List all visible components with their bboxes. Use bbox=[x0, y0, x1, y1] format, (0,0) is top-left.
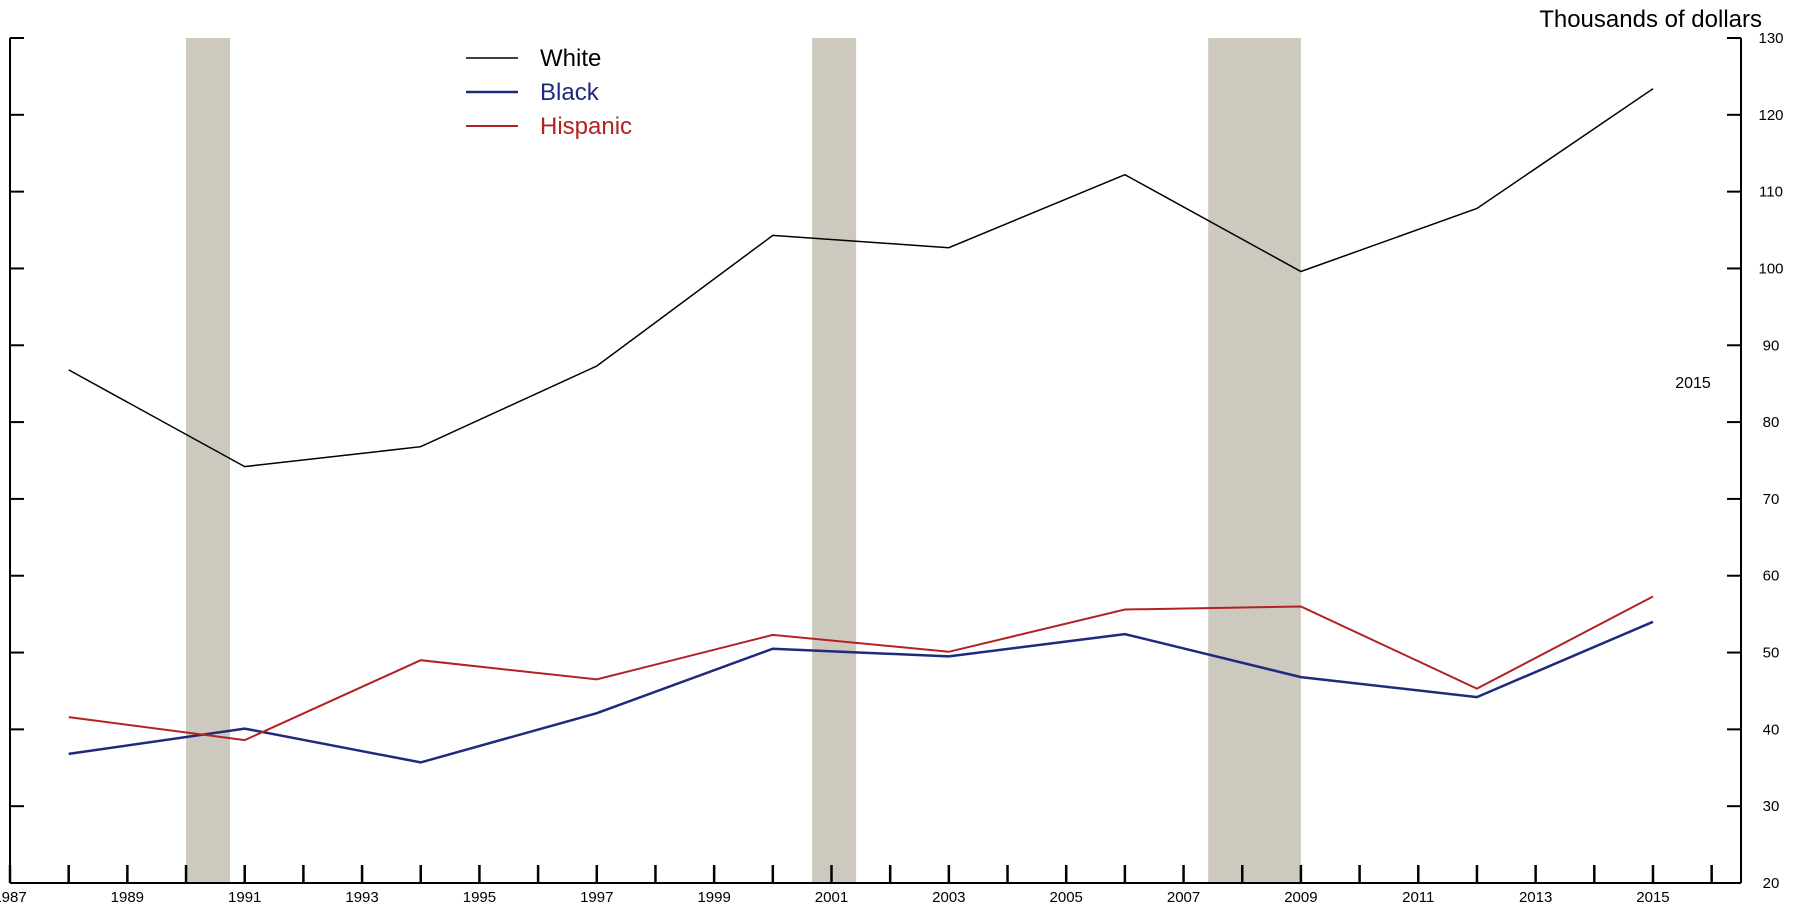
y-tick-label-20: 20 bbox=[1763, 875, 1780, 892]
series-line-white bbox=[68, 88, 1654, 468]
x-tick-label-1991: 1991 bbox=[228, 889, 261, 905]
series-line-hispanic bbox=[68, 595, 1654, 742]
y-axis-unit-label: Thousands of dollars bbox=[1539, 6, 1762, 33]
y-tick-label-100: 100 bbox=[1758, 260, 1783, 277]
y-tick-label-110: 110 bbox=[1759, 184, 1783, 201]
recession-band-3 bbox=[1208, 38, 1301, 883]
x-tick-label-1995: 1995 bbox=[463, 889, 496, 905]
legend-label-black: Black bbox=[540, 79, 600, 106]
y-tick-label-130: 130 bbox=[1758, 30, 1783, 47]
axes-layer bbox=[9, 38, 1742, 884]
series-layer bbox=[68, 88, 1654, 764]
y-tick-label-90: 90 bbox=[1763, 337, 1780, 354]
x-tick-label-2011: 2011 bbox=[1402, 889, 1434, 905]
x-tick-label-2001: 2001 bbox=[815, 889, 848, 905]
annotation-2015: 2015 bbox=[1675, 375, 1711, 392]
recession-shading-layer bbox=[186, 38, 1301, 883]
x-tick-label-2005: 2005 bbox=[1050, 889, 1083, 905]
x-tick-label-2009: 2009 bbox=[1284, 889, 1317, 905]
x-ticks-layer: 1987 1989 1991 1993 1995 1997 1999 2001 2003 2005… bbox=[0, 865, 1713, 905]
x-tick-label-1987: 1987 bbox=[0, 889, 27, 905]
x-tick-label-1999: 1999 bbox=[697, 889, 730, 905]
x-tick-label-2015: 2015 bbox=[1636, 889, 1669, 905]
y-tick-label-30: 30 bbox=[1763, 798, 1780, 815]
x-tick-label-1989: 1989 bbox=[111, 889, 144, 905]
y-tick-label-120: 120 bbox=[1758, 107, 1783, 124]
legend-label-white: White bbox=[540, 45, 601, 72]
x-tick-label-1993: 1993 bbox=[345, 889, 378, 905]
x-tick-label-2013: 2013 bbox=[1519, 889, 1552, 905]
y-ticks-layer: 20 30 40 50 60 70 80 90 100 110 120 130 bbox=[10, 30, 1784, 892]
x-tick-label-2003: 2003 bbox=[932, 889, 965, 905]
x-tick-label-2007: 2007 bbox=[1167, 889, 1200, 905]
recession-band-1 bbox=[186, 38, 231, 883]
recession-band-2 bbox=[812, 38, 857, 883]
x-tick-label-1997: 1997 bbox=[580, 889, 613, 905]
y-tick-label-70: 70 bbox=[1763, 491, 1780, 508]
legend-label-hispanic: Hispanic bbox=[540, 113, 632, 140]
series-line-black bbox=[68, 620, 1654, 764]
y-tick-label-60: 60 bbox=[1763, 568, 1780, 585]
legend: White Black Hispanic bbox=[466, 45, 632, 140]
y-tick-label-40: 40 bbox=[1763, 721, 1780, 738]
y-tick-label-80: 80 bbox=[1763, 414, 1780, 431]
y-tick-label-50: 50 bbox=[1763, 645, 1780, 662]
